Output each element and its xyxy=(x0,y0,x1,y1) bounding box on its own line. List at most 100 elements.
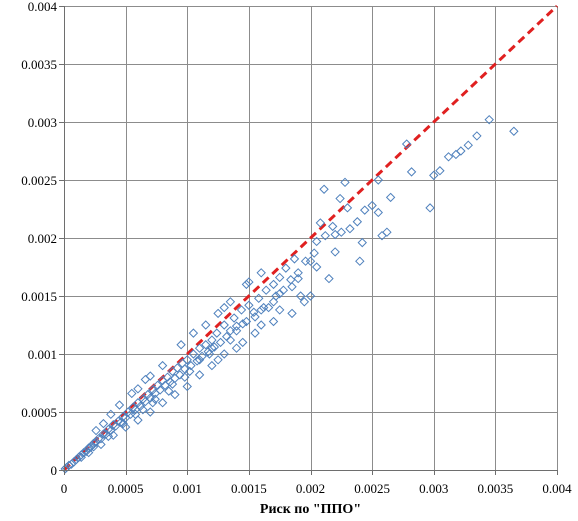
data-point xyxy=(115,417,126,428)
data-point xyxy=(162,372,173,382)
data-point xyxy=(355,256,365,266)
y-tick-label: 0.0025 xyxy=(21,173,57,188)
data-point xyxy=(127,388,137,399)
data-point xyxy=(96,433,106,444)
data-point xyxy=(335,193,345,204)
x-tick-label: 0.002 xyxy=(296,481,325,496)
x-tick-labels: 0 0.0005 0.001 0.0015 0.002 0.0025 0.003 0.0035… xyxy=(61,481,572,496)
data-point xyxy=(177,358,188,368)
data-point xyxy=(83,447,94,458)
data-point xyxy=(96,439,106,450)
data-point xyxy=(225,326,236,336)
data-point xyxy=(274,288,285,299)
data-point xyxy=(145,393,155,403)
data-point xyxy=(194,370,205,380)
data-point xyxy=(186,360,196,371)
data-point xyxy=(315,218,326,228)
data-point xyxy=(175,370,185,380)
data-point xyxy=(111,421,121,431)
data-point xyxy=(98,429,109,439)
data-point xyxy=(385,192,396,203)
data-point xyxy=(152,380,163,391)
data-point xyxy=(293,273,303,284)
data-point xyxy=(219,349,229,359)
data-point xyxy=(81,446,91,457)
data-point xyxy=(324,273,334,284)
data-point xyxy=(320,230,330,241)
data-point xyxy=(140,374,151,385)
data-point xyxy=(268,297,279,307)
data-point xyxy=(130,409,141,420)
x-tick-label: 0.003 xyxy=(419,481,448,496)
data-point xyxy=(215,337,226,348)
data-point xyxy=(98,418,109,429)
data-point xyxy=(120,422,131,432)
data-point xyxy=(157,375,168,386)
x-tick-label: 0.0015 xyxy=(231,481,267,496)
data-point xyxy=(274,305,285,315)
data-point xyxy=(103,424,114,435)
data-point xyxy=(66,459,77,469)
data-point xyxy=(382,227,392,237)
x-tick-label: 0 xyxy=(61,481,68,496)
y-tick-label: 0 xyxy=(51,463,58,478)
data-point xyxy=(133,398,143,408)
data-point xyxy=(268,316,279,327)
data-point xyxy=(164,386,174,396)
data-point xyxy=(128,402,138,413)
data-point xyxy=(429,170,439,181)
data-point xyxy=(287,308,297,319)
data-point xyxy=(212,328,222,338)
data-point xyxy=(263,302,274,313)
data-point xyxy=(311,262,322,272)
data-point xyxy=(256,305,266,315)
data-point xyxy=(250,328,260,338)
data-point xyxy=(256,268,266,278)
data-point xyxy=(336,227,347,237)
data-point xyxy=(443,152,454,162)
data-point xyxy=(425,203,435,213)
data-point xyxy=(143,389,153,400)
data-point xyxy=(145,371,155,381)
data-point xyxy=(118,418,128,429)
data-point xyxy=(113,416,123,426)
data-point xyxy=(268,279,279,290)
data-point xyxy=(281,263,291,273)
data-point xyxy=(256,320,266,330)
data-point xyxy=(244,277,254,287)
data-point xyxy=(135,401,146,411)
x-tick-label: 0.004 xyxy=(542,481,572,496)
y-tick-label: 0.0035 xyxy=(21,57,57,72)
data-point xyxy=(148,385,158,395)
data-point xyxy=(484,114,494,125)
data-point xyxy=(108,430,119,440)
x-tick-label: 0.0025 xyxy=(354,481,390,496)
data-point xyxy=(250,312,260,322)
data-point xyxy=(225,335,236,345)
data-point xyxy=(130,404,141,415)
data-point xyxy=(300,256,311,266)
data-point xyxy=(377,230,387,241)
data-point xyxy=(340,177,350,188)
data-point xyxy=(106,409,116,420)
data-point xyxy=(138,394,148,404)
data-point xyxy=(140,396,151,407)
data-point xyxy=(287,282,297,292)
x-tick-label: 0.001 xyxy=(173,481,202,496)
data-point xyxy=(238,319,248,329)
reference-line xyxy=(62,4,559,472)
data-point xyxy=(209,342,220,352)
data-point xyxy=(114,400,125,410)
axes xyxy=(59,6,558,475)
data-point xyxy=(367,200,377,211)
data-point xyxy=(88,438,99,449)
data-point xyxy=(213,308,223,319)
data-point xyxy=(244,300,254,310)
data-point xyxy=(261,285,271,295)
data-point xyxy=(249,307,259,317)
data-point xyxy=(435,166,445,176)
x-axis-title: Риск по "ППО" xyxy=(260,502,361,517)
y-tick-label: 0.001 xyxy=(28,347,57,362)
data-point xyxy=(373,175,383,185)
